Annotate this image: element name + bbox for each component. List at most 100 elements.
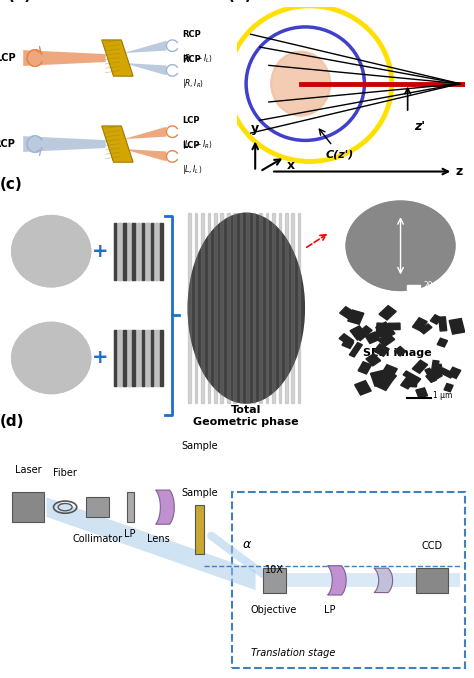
Ellipse shape [374,224,428,268]
Bar [118,222,121,279]
Bar [114,222,160,279]
Ellipse shape [193,221,300,395]
Bar [127,492,134,522]
Ellipse shape [352,205,449,286]
Bar [430,315,441,324]
Bar [439,317,447,331]
Polygon shape [46,498,255,590]
Bar [259,213,262,403]
Bar [123,222,126,279]
Polygon shape [23,136,106,152]
Ellipse shape [23,333,80,384]
Bar [449,319,465,334]
Text: (b): (b) [228,0,253,3]
Text: (c): (c) [0,177,23,192]
Ellipse shape [188,213,304,403]
Bar [151,222,154,279]
Text: LCP: LCP [14,353,37,363]
Bar [155,222,158,279]
Bar [376,323,387,337]
Text: $|R,I_R\rangle$: $|R,I_R\rangle$ [182,77,204,90]
Bar [285,213,288,403]
Bar [195,213,197,403]
Bar [263,568,286,593]
Bar [420,324,432,334]
Polygon shape [123,63,166,75]
Text: Total
Geometric phase: Total Geometric phase [193,405,299,427]
Polygon shape [123,149,166,161]
Ellipse shape [28,231,74,271]
Text: LCP: LCP [0,53,15,63]
Bar [272,213,274,403]
Bar [142,330,144,386]
Bar [201,213,204,403]
Bar [355,326,372,340]
Text: z: z [456,165,463,178]
Bar [114,222,116,279]
Bar [160,222,163,279]
Text: RCP: RCP [182,30,201,39]
Bar [366,354,381,366]
Ellipse shape [237,292,256,324]
Bar [448,367,461,378]
Ellipse shape [368,219,433,273]
Bar [86,498,109,517]
Ellipse shape [357,210,444,281]
Ellipse shape [227,277,265,340]
Bar [151,330,154,386]
Ellipse shape [46,353,57,363]
Bar [128,222,130,279]
Bar [227,213,229,403]
Text: Lens: Lens [146,534,169,544]
Bar [350,326,366,340]
Text: 20μm: 20μm [424,281,446,290]
Ellipse shape [28,338,74,378]
Bar [114,330,116,386]
Ellipse shape [395,241,406,250]
Bar [298,213,301,403]
Bar [435,364,443,372]
Bar [394,346,406,356]
Bar [401,378,414,389]
Bar [279,213,281,403]
Bar [358,362,372,374]
Bar [132,222,135,279]
Ellipse shape [363,214,438,277]
Polygon shape [123,41,166,53]
Bar [444,384,453,392]
Bar [426,370,442,382]
Text: Translation stage: Translation stage [251,648,335,658]
Bar [425,368,437,382]
Bar [146,330,149,386]
Text: 10X: 10X [264,565,283,576]
Bar [437,338,447,347]
Bar [409,377,418,387]
Text: z': z' [414,120,426,134]
Ellipse shape [232,285,261,332]
Bar [233,213,236,403]
Bar [375,374,394,391]
Bar [246,213,249,403]
Text: Laser: Laser [15,465,41,475]
Polygon shape [23,50,106,66]
Bar [376,322,395,339]
Text: CCD: CCD [421,541,443,551]
Ellipse shape [23,226,80,277]
Text: +: + [91,241,108,261]
Bar [195,505,204,554]
Ellipse shape [203,237,290,380]
Bar [208,213,210,403]
Ellipse shape [384,233,417,259]
Bar [355,380,371,395]
Text: Collimator: Collimator [73,534,123,544]
Text: $|R,-I_L\rangle$: $|R,-I_L\rangle$ [182,52,213,65]
Text: (d): (d) [0,414,25,429]
Text: SEM image: SEM image [363,348,431,359]
Polygon shape [123,127,166,139]
Bar [118,330,121,386]
Polygon shape [102,40,133,76]
Text: $|L,-I_R\rangle$: $|L,-I_R\rangle$ [182,138,213,151]
Bar [292,213,294,403]
Bar [431,361,439,373]
Bar [342,339,354,348]
